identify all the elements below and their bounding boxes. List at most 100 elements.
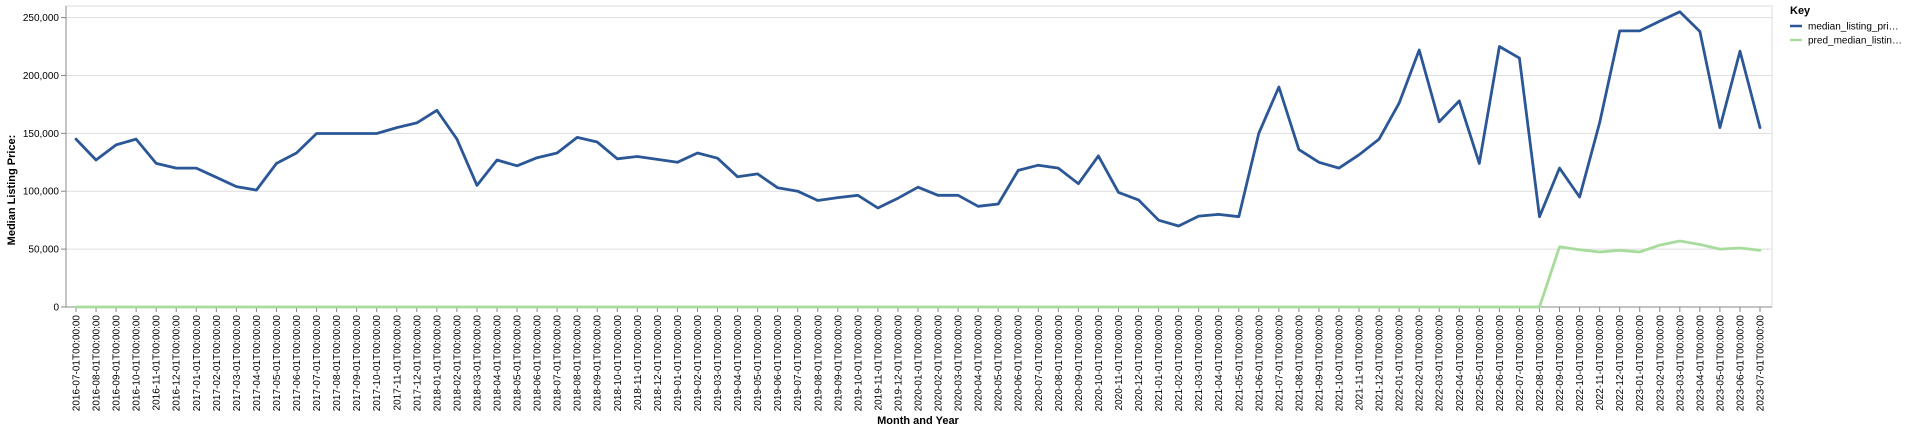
x-tick-label: 2019-12-01T00:00:00 [893, 315, 904, 412]
x-tick-label: 2016-12-01T00:00:00 [172, 315, 183, 412]
x-tick-label: 2020-06-01T00:00:00 [1014, 315, 1025, 412]
x-tick-label: 2023-06-01T00:00:00 [1735, 315, 1746, 412]
x-tick-label: 2017-12-01T00:00:00 [412, 315, 423, 412]
y-tick-label: 250,000 [23, 13, 60, 24]
x-tick-label: 2022-03-01T00:00:00 [1435, 315, 1446, 412]
x-tick-label: 2016-09-01T00:00:00 [112, 315, 123, 412]
x-tick-label: 2016-07-01T00:00:00 [72, 315, 83, 412]
x-tick-label: 2019-02-01T00:00:00 [693, 315, 704, 412]
x-tick-label: 2018-08-01T00:00:00 [573, 315, 584, 412]
x-tick-label: 2019-09-01T00:00:00 [833, 315, 844, 412]
x-tick-label: 2020-12-01T00:00:00 [1134, 315, 1145, 412]
x-tick-label: 2019-01-01T00:00:00 [673, 315, 684, 412]
x-tick-label: 2022-02-01T00:00:00 [1415, 315, 1426, 412]
x-tick-label: 2020-04-01T00:00:00 [974, 315, 985, 412]
x-tick-label: 2018-07-01T00:00:00 [553, 315, 564, 412]
x-tick-label: 2018-05-01T00:00:00 [513, 315, 524, 412]
x-tick-label: 2023-03-01T00:00:00 [1675, 315, 1686, 412]
x-tick-label: 2022-09-01T00:00:00 [1555, 315, 1566, 412]
x-tick-label: 2017-06-01T00:00:00 [292, 315, 303, 412]
x-tick-label: 2016-08-01T00:00:00 [92, 315, 103, 412]
x-tick-label: 2019-05-01T00:00:00 [753, 315, 764, 412]
x-tick-label: 2021-09-01T00:00:00 [1314, 315, 1325, 412]
series-line-0 [74, 10, 1762, 228]
x-axis-title: Month and Year [877, 415, 959, 427]
x-tick-label: 2022-06-01T00:00:00 [1495, 315, 1506, 412]
x-tick-label: 2022-08-01T00:00:00 [1535, 315, 1546, 412]
y-tick-label: 200,000 [23, 71, 60, 82]
y-tick-label: 50,000 [28, 245, 59, 256]
x-tick-label: 2017-01-01T00:00:00 [192, 315, 203, 412]
x-tick-label: 2022-12-01T00:00:00 [1615, 315, 1626, 412]
x-tick-label: 2022-11-01T00:00:00 [1595, 315, 1606, 411]
y-tick-label: 150,000 [23, 129, 60, 140]
x-tick-label: 2021-12-01T00:00:00 [1375, 315, 1386, 412]
x-tick-label: 2018-10-01T00:00:00 [613, 315, 624, 412]
x-tick-label: 2021-06-01T00:00:00 [1254, 315, 1265, 412]
x-tick-label: 2023-01-01T00:00:00 [1635, 315, 1646, 412]
x-tick-label: 2021-04-01T00:00:00 [1214, 315, 1225, 412]
x-tick-label: 2016-10-01T00:00:00 [132, 315, 143, 412]
x-tick-label: 2023-07-01T00:00:00 [1756, 315, 1767, 412]
x-tick-label: 2020-01-01T00:00:00 [914, 315, 925, 412]
x-tick-label: 2018-02-01T00:00:00 [452, 315, 463, 412]
x-tick-label: 2019-10-01T00:00:00 [853, 315, 864, 412]
x-tick-label: 2019-11-01T00:00:00 [873, 315, 884, 411]
x-tick-label: 2021-02-01T00:00:00 [1174, 315, 1185, 412]
x-tick-label: 2019-08-01T00:00:00 [813, 315, 824, 412]
x-tick-label: 2021-05-01T00:00:00 [1234, 315, 1245, 412]
x-tick-label: 2021-07-01T00:00:00 [1274, 315, 1285, 412]
x-tick-label: 2021-10-01T00:00:00 [1335, 315, 1346, 412]
x-tick-label: 2020-11-01T00:00:00 [1114, 315, 1125, 411]
x-tick-label: 2018-03-01T00:00:00 [472, 315, 483, 412]
x-tick-label: 2020-05-01T00:00:00 [994, 315, 1005, 412]
x-tick-label: 2019-03-01T00:00:00 [713, 315, 724, 412]
x-tick-label: 2020-08-01T00:00:00 [1054, 315, 1065, 412]
x-tick-label: 2023-02-01T00:00:00 [1655, 315, 1666, 412]
x-tick-label: 2020-09-01T00:00:00 [1074, 315, 1085, 412]
y-tick-label: 0 [53, 303, 59, 314]
legend-title: Key [1790, 5, 1811, 17]
x-tick-label: 2017-04-01T00:00:00 [252, 315, 263, 412]
x-tick-label: 2022-07-01T00:00:00 [1515, 315, 1526, 412]
x-tick-label: 2022-05-01T00:00:00 [1475, 315, 1486, 412]
x-tick-label: 2017-07-01T00:00:00 [312, 315, 323, 412]
y-axis-title: Median Listing Price: [6, 135, 18, 246]
x-tick-label: 2023-05-01T00:00:00 [1715, 315, 1726, 412]
x-tick-label: 2019-07-01T00:00:00 [793, 315, 804, 412]
legend: Key median_listing_pri… pred_median_list… [1790, 5, 1902, 47]
x-tick-label: 2020-02-01T00:00:00 [934, 315, 945, 412]
x-tick-label: 2017-09-01T00:00:00 [352, 315, 363, 412]
x-tick-label: 2018-06-01T00:00:00 [533, 315, 544, 412]
x-tick-label: 2020-03-01T00:00:00 [954, 315, 965, 412]
x-axis: 2016-07-01T00:00:00 2016-08-01T00:00:00 20… [66, 306, 1772, 412]
x-tick-label: 2016-11-01T00:00:00 [152, 315, 163, 411]
legend-label-median: median_listing_pri… [1808, 22, 1899, 33]
x-tick-label: 2021-11-01T00:00:00 [1355, 315, 1366, 411]
x-tick-label: 2018-11-01T00:00:00 [633, 315, 644, 411]
x-tick-label: 2018-12-01T00:00:00 [653, 315, 664, 412]
x-tick-label: 2018-04-01T00:00:00 [493, 315, 504, 412]
x-tick-label: 2017-11-01T00:00:00 [392, 315, 403, 411]
series-line-1 [74, 239, 1762, 309]
x-tick-label: 2020-10-01T00:00:00 [1094, 315, 1105, 412]
grid-lines [65, 5, 1773, 308]
x-tick-label: 2021-01-01T00:00:00 [1154, 315, 1165, 412]
x-tick-label: 2017-08-01T00:00:00 [332, 315, 343, 412]
series-lines [74, 10, 1762, 309]
x-tick-label: 2019-06-01T00:00:00 [773, 315, 784, 412]
x-tick-label: 2017-03-01T00:00:00 [232, 315, 243, 412]
x-tick-label: 2022-01-01T00:00:00 [1395, 315, 1406, 412]
x-tick-label: 2022-10-01T00:00:00 [1575, 315, 1586, 412]
x-tick-label: 2019-04-01T00:00:00 [733, 315, 744, 412]
y-tick-label: 100,000 [23, 187, 60, 198]
x-tick-label: 2017-10-01T00:00:00 [372, 315, 383, 412]
x-tick-label: 2020-07-01T00:00:00 [1034, 315, 1045, 412]
plot-frame [65, 5, 1773, 308]
x-tick-label: 2018-01-01T00:00:00 [432, 315, 443, 412]
x-tick-label: 2021-03-01T00:00:00 [1194, 315, 1205, 412]
x-tick-label: 2022-04-01T00:00:00 [1455, 315, 1466, 412]
x-tick-label: 2023-04-01T00:00:00 [1695, 315, 1706, 412]
x-tick-label: 2021-08-01T00:00:00 [1294, 315, 1305, 412]
